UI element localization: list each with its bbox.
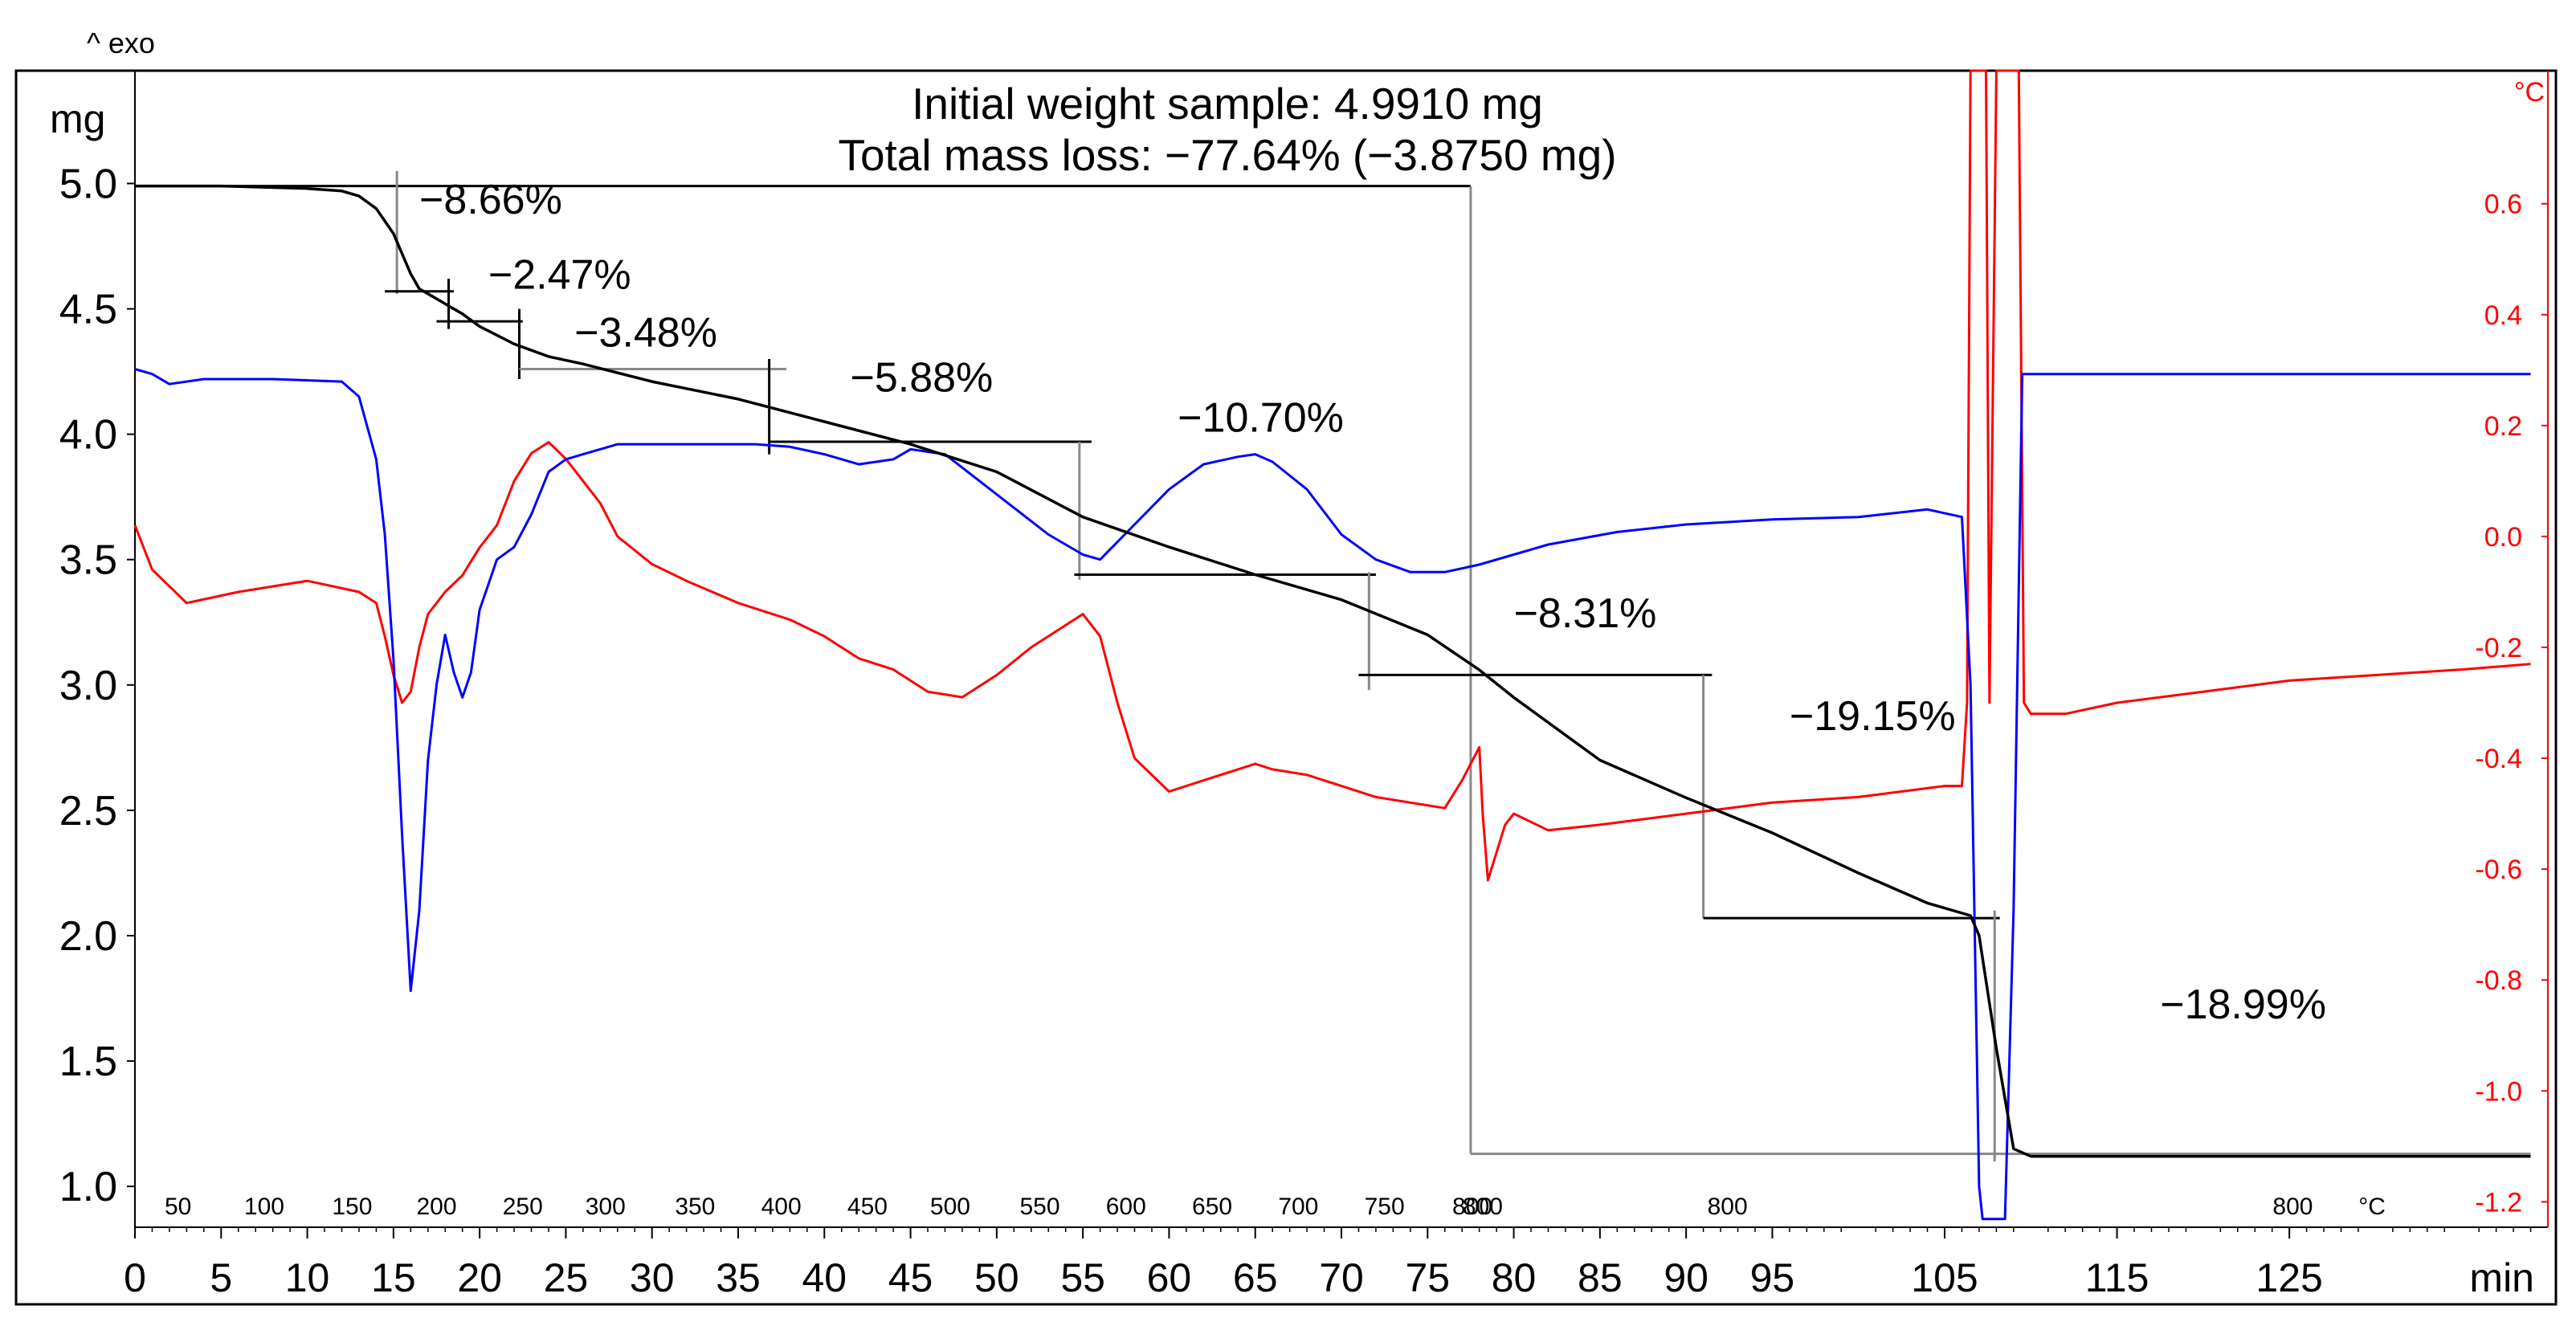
- temp-tick-label: 200: [416, 1193, 456, 1220]
- y-right-unit-label: °C: [2514, 77, 2545, 108]
- dta-signal-curve: [134, 368, 2531, 1221]
- temp-tick-label: 450: [847, 1193, 888, 1220]
- temp-tick-label: 600: [1106, 1193, 1146, 1220]
- temp-tick-label: 50: [165, 1193, 191, 1220]
- tga-mass-curve: [135, 184, 2531, 1158]
- temp-tick-label: 400: [761, 1193, 802, 1220]
- temp-tick-label: 800: [1452, 1193, 1492, 1220]
- x-tick-label: 95: [1750, 1255, 1795, 1300]
- x-tick-label: 15: [371, 1255, 416, 1300]
- x-tick-label: 65: [1233, 1255, 1278, 1300]
- step-loss-label: −18.99%: [2160, 981, 2326, 1028]
- y-right-tick-label: 0.4: [2484, 300, 2522, 331]
- step-loss-label: −2.47%: [488, 252, 631, 299]
- exo-label: ^ exo: [87, 27, 155, 59]
- step-annotations: −8.66% −2.47% −3.48% −5.88% −10.70% −8.31% −19…: [419, 177, 2326, 1028]
- x-tick-label: 20: [457, 1255, 502, 1300]
- x-tick-label: 50: [974, 1255, 1019, 1300]
- temp-tick-label: 650: [1192, 1193, 1232, 1220]
- temp-axis-unit: °C: [2358, 1193, 2386, 1220]
- temp-tick-label: 350: [675, 1193, 715, 1220]
- x-tick-label: 5: [210, 1255, 232, 1300]
- temp-tick-label: 500: [930, 1193, 970, 1220]
- x-tick-label: 125: [2256, 1255, 2322, 1300]
- x-tick-label: 80: [1492, 1255, 1537, 1300]
- y-right-tick-label: 0.6: [2484, 190, 2522, 220]
- x-tick-label: 10: [285, 1255, 330, 1300]
- y-left-tick-label: 3.0: [59, 663, 117, 709]
- y-left-unit-label: mg: [50, 96, 105, 141]
- temp-tick-label: 800: [2272, 1193, 2313, 1220]
- temp-tick-label: 250: [503, 1193, 543, 1220]
- x-tick-label: 70: [1319, 1255, 1364, 1300]
- axes-layer: 0 5 10 15 20 25 30 35 40 45 50 55 60 65 70 75 80 85 90 95 10…: [59, 71, 2549, 1300]
- x-tick-label: 25: [544, 1255, 589, 1300]
- x-axis-unit-label: min: [2469, 1255, 2534, 1300]
- temperature-curve: [133, 69, 2531, 882]
- x-tick-label: 115: [2085, 1255, 2149, 1300]
- y-left-tick-label: 2.5: [59, 788, 117, 834]
- temp-tick-label: 300: [586, 1193, 626, 1220]
- y-left-tick-label: 4.5: [59, 287, 117, 333]
- y-right-tick-label: -0.4: [2475, 744, 2522, 774]
- x-tick-label: 45: [888, 1255, 933, 1300]
- temp-tick-label: 700: [1278, 1193, 1318, 1220]
- y-right-tick-label: -1.2: [2475, 1187, 2522, 1218]
- y-left-tick-label: 4.0: [59, 412, 117, 459]
- chart-title-line-2: Total mass loss: −77.64% (−3.8750 mg): [838, 130, 1616, 180]
- y-left-tick-label: 5.0: [59, 161, 117, 207]
- step-loss-label: −8.31%: [1514, 590, 1657, 637]
- step-loss-label: −8.66%: [419, 177, 562, 223]
- plot-frame: [14, 69, 2558, 1306]
- temp-tick-label: 750: [1365, 1193, 1405, 1220]
- x-tick-label: 90: [1664, 1255, 1708, 1300]
- x-tick-label: 0: [124, 1255, 146, 1300]
- y-left-tick-label: 1.0: [59, 1164, 117, 1210]
- x-tick-label: 75: [1405, 1255, 1450, 1300]
- temp-tick-label: 800: [1463, 1193, 1503, 1220]
- y-right-tick-label: -0.2: [2475, 633, 2522, 663]
- y-right-tick-label: 0.2: [2484, 411, 2522, 442]
- step-loss-label: −19.15%: [1790, 693, 1956, 740]
- x-tick-label: 105: [1911, 1255, 1978, 1300]
- temp-tick-label: 100: [244, 1193, 284, 1220]
- chart-title-line-1: Initial weight sample: 4.9910 mg: [912, 79, 1543, 129]
- y-right-tick-label: -1.0: [2475, 1076, 2522, 1107]
- y-right-tick-label: -0.6: [2475, 855, 2522, 885]
- temp-tick-label: 550: [1019, 1193, 1059, 1220]
- x-tick-label: 60: [1147, 1255, 1192, 1300]
- y-left-tick-label: 3.5: [59, 537, 117, 584]
- step-loss-label: −5.88%: [850, 355, 993, 402]
- x-tick-label: 40: [802, 1255, 847, 1300]
- step-loss-label: −3.48%: [574, 309, 717, 356]
- x-tick-label: 35: [716, 1255, 761, 1300]
- temp-tick-label: 150: [332, 1193, 372, 1220]
- step-loss-label: −10.70%: [1178, 395, 1344, 442]
- y-left-tick-label: 2.0: [59, 913, 117, 960]
- y-right-tick-label: 0.0: [2484, 522, 2522, 553]
- y-right-tick-label: -0.8: [2475, 965, 2522, 996]
- construction-lines: [135, 170, 2531, 1161]
- x-tick-label: 85: [1578, 1255, 1623, 1300]
- x-tick-label: 30: [630, 1255, 675, 1300]
- x-tick-label: 55: [1060, 1255, 1105, 1300]
- y-left-tick-label: 1.5: [59, 1038, 117, 1085]
- series-layer: [133, 69, 2531, 1221]
- temp-tick-label: 800: [1708, 1193, 1748, 1220]
